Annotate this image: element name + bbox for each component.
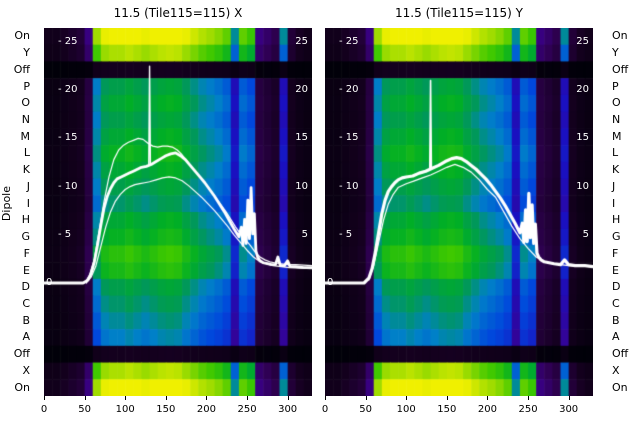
dipole-label-left: M [20, 129, 31, 143]
dipole-label-right: D [612, 280, 621, 294]
dipole-label-left: H [21, 213, 30, 227]
dipole-label-right: L [612, 146, 619, 160]
x-tick-mark [125, 396, 127, 400]
dipole-label-right: N [612, 113, 621, 126]
dipole-label-left: D [21, 280, 30, 294]
x-tick-mark [568, 396, 570, 400]
y-tick-label-inner-left: - 15 [58, 132, 78, 144]
dipole-label-right: A [612, 330, 620, 344]
x-tick-label: 50 [78, 404, 91, 415]
dipole-label-left: Off [13, 62, 30, 76]
dipole-label-right: On [612, 29, 628, 43]
dipole-label-right: E [612, 263, 619, 277]
dipole-label-right: On [612, 380, 628, 394]
x-tick-mark [446, 396, 448, 400]
dipole-label-left: Off [13, 347, 30, 361]
y-tick-label-inner-left: - 5 [58, 228, 72, 240]
x-tick-mark [84, 396, 86, 400]
dipole-label-left: I [26, 196, 30, 210]
y-zero-label: 0 [327, 277, 334, 288]
x-tick-label: 300 [278, 404, 298, 415]
y-tick-label-inner-left: - 5 [339, 228, 353, 240]
dipole-label-left: L [23, 146, 30, 160]
dipole-label-right: Off [612, 62, 629, 76]
x-tick-mark [406, 396, 408, 400]
x-tick-label: 100 [396, 404, 416, 415]
x-tick-label: 50 [359, 404, 372, 415]
y-tick-label-inner-right: 20 [576, 84, 589, 96]
y-tick-label-inner-left: - 25 [58, 36, 78, 47]
dipole-label-right: O [612, 96, 621, 110]
dipole-label-right: P [612, 79, 619, 93]
y-tick-label-inner-right: 15 [576, 132, 589, 144]
x-tick-label: 200 [477, 404, 497, 415]
heatmap-panel-x [44, 28, 312, 396]
dipole-label-left: X [22, 363, 30, 377]
x-tick-label: 100 [115, 404, 135, 415]
x-tick-mark [247, 396, 249, 400]
y-tick-label-inner-right: 10 [295, 180, 308, 192]
x-tick-label: 250 [237, 404, 257, 415]
y-zero-label: 0 [46, 277, 53, 288]
x-tick-label: 0 [40, 404, 48, 415]
y-tick-label-inner-left: - 25 [339, 36, 359, 47]
dipole-label-left: K [22, 163, 30, 177]
dipole-label-right: X [612, 363, 620, 377]
x-tick-mark [528, 396, 530, 400]
x-tick-label: 150 [156, 404, 176, 415]
x-tick-label: 200 [196, 404, 216, 415]
dipole-label-left: P [23, 79, 30, 93]
y-tick-label-inner-left: - 15 [339, 132, 359, 144]
dipole-label-left: J [26, 179, 30, 193]
y-tick-label-inner-left: - 20 [339, 84, 359, 96]
x-tick-mark [325, 396, 326, 400]
dipole-label-right: I [612, 196, 616, 210]
dipole-label-left: A [22, 330, 30, 344]
dipole-label-left: G [21, 230, 30, 244]
x-tick-mark [206, 396, 208, 400]
x-tick-label: 250 [518, 404, 538, 415]
y-tick-label-inner-left: - 10 [58, 180, 78, 192]
dipole-label-left: C [22, 297, 30, 310]
y-tick-label-inner-right: 10 [576, 180, 589, 192]
y-tick-label-inner-left: - 20 [58, 84, 78, 96]
dipole-label-right: M [612, 129, 622, 143]
dipole-label-right: J [612, 179, 616, 193]
x-tick-label: 0 [321, 404, 329, 415]
dipole-label-right: H [612, 213, 621, 227]
dipole-label-right: G [612, 230, 621, 244]
heatmap-panel-y [325, 28, 593, 396]
x-tick-mark [165, 396, 167, 400]
x-tick-label: 300 [559, 404, 579, 415]
y-tick-label-inner-right: 25 [295, 36, 308, 47]
x-tick-mark [365, 396, 367, 400]
y-tick-label-inner-right: 5 [301, 228, 308, 240]
y-tick-label-inner-right: 20 [295, 84, 308, 96]
y-tick-label-inner-right: 25 [576, 36, 589, 47]
dipole-label-left: On [14, 380, 30, 394]
dipole-label-left: B [22, 313, 30, 327]
dipole-label-left: E [23, 263, 30, 277]
dipole-label-right: B [612, 313, 620, 327]
y-tick-label-inner-right: 5 [582, 228, 589, 240]
x-tick-label: 150 [437, 404, 457, 415]
dipole-label-right: K [612, 163, 620, 177]
x-tick-mark [487, 396, 489, 400]
dipole-label-right: Off [612, 347, 629, 361]
dipole-label-left: Y [23, 46, 30, 60]
panel-title: 11.5 (Tile115=115) X [113, 6, 243, 20]
dipole-label-right: F [612, 246, 619, 260]
panel-title: 11.5 (Tile115=115) Y [395, 6, 523, 20]
dipole-label-left: F [23, 246, 30, 260]
dipole-label-left: On [14, 29, 30, 43]
x-tick-mark [44, 396, 45, 400]
y-tick-label-inner-right: 15 [295, 132, 308, 144]
dipole-label-left: N [21, 113, 30, 126]
dipole-label-right: Y [612, 46, 619, 60]
dipole-label-right: C [612, 297, 620, 310]
x-tick-mark [287, 396, 289, 400]
dipole-label-left: O [21, 96, 30, 110]
y-tick-label-inner-left: - 10 [339, 180, 359, 192]
